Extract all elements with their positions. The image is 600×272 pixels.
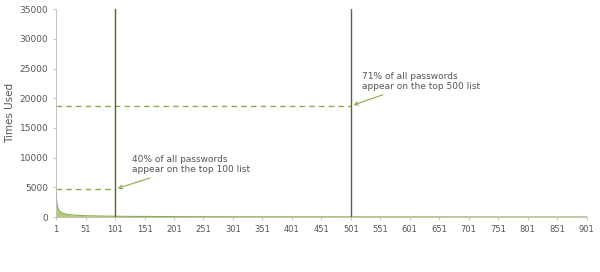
Text: 40% of all passwords
appear on the top 100 list: 40% of all passwords appear on the top 1… xyxy=(119,155,250,188)
Y-axis label: Times Used: Times Used xyxy=(5,83,16,143)
Text: 71% of all passwords
appear on the top 500 list: 71% of all passwords appear on the top 5… xyxy=(355,72,480,105)
